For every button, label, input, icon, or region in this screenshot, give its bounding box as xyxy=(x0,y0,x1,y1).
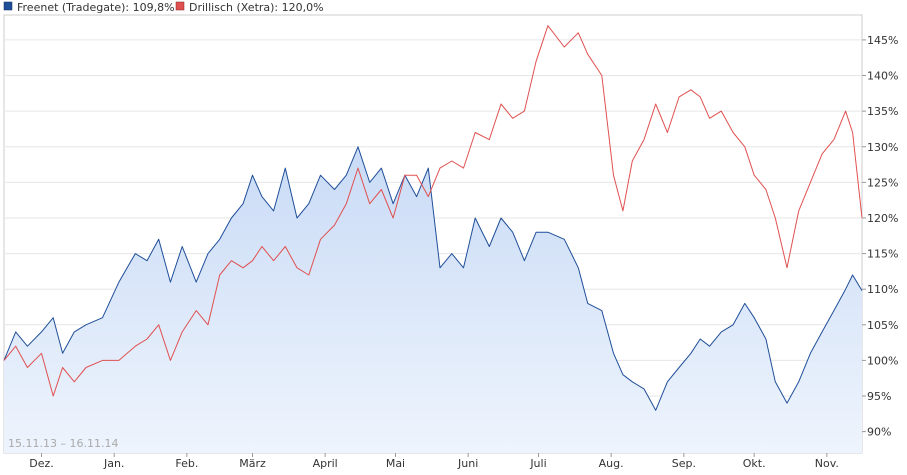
x-tick-label: Aug. xyxy=(599,457,624,470)
x-tick-label: Sep. xyxy=(672,457,696,470)
y-axis: 90% 95% 100% 105% 110% 115% 120% 125% 130% 135% 14… xyxy=(862,34,898,439)
y-tick-label: 125% xyxy=(867,176,898,189)
x-tick-label: März xyxy=(239,457,266,470)
area-layer xyxy=(4,146,862,454)
y-tick-label: 90% xyxy=(867,426,891,439)
y-tick-label: 130% xyxy=(867,141,898,154)
y-tick-label: 110% xyxy=(867,283,898,296)
legend-swatch-drillisch xyxy=(175,1,185,11)
y-tick-label: 100% xyxy=(867,354,898,367)
date-range-label: 15.11.13 – 16.11.14 xyxy=(8,437,118,450)
x-tick-label: Nov. xyxy=(815,457,839,470)
x-tick-label: Mai xyxy=(386,457,405,470)
y-tick-label: 105% xyxy=(867,319,898,332)
x-tick-label: Juni xyxy=(457,457,478,470)
line-layer xyxy=(3,25,863,411)
series-line-drillisch xyxy=(3,25,863,397)
y-tick-label: 135% xyxy=(867,105,898,118)
legend-entry-drillisch: Drillisch (Xetra): 120,0% xyxy=(189,1,324,14)
legend-swatch-freenet xyxy=(3,1,13,11)
x-tick-label: Juli xyxy=(529,457,546,470)
series-area-freenet xyxy=(4,146,862,454)
x-tick-label: Feb. xyxy=(175,457,198,470)
x-tick-label: April xyxy=(313,457,338,470)
legend: Freenet (Tradegate): 109,8% Drillisch (X… xyxy=(3,1,324,14)
y-tick-label: 140% xyxy=(867,70,898,83)
x-tick-label: Okt. xyxy=(743,457,766,470)
y-tick-label: 95% xyxy=(867,390,891,403)
y-tick-label: 115% xyxy=(867,248,898,261)
y-tick-label: 145% xyxy=(867,34,898,47)
x-axis: Dez. Jan. Feb. März April Mai Juni Juli Aug. Sep.… xyxy=(29,453,839,470)
y-tick-label: 120% xyxy=(867,212,898,225)
x-tick-label: Jan. xyxy=(103,457,124,470)
series-line-freenet xyxy=(3,146,863,411)
legend-entry-freenet: Freenet (Tradegate): 109,8% xyxy=(17,1,175,14)
x-tick-label: Dez. xyxy=(29,457,54,470)
